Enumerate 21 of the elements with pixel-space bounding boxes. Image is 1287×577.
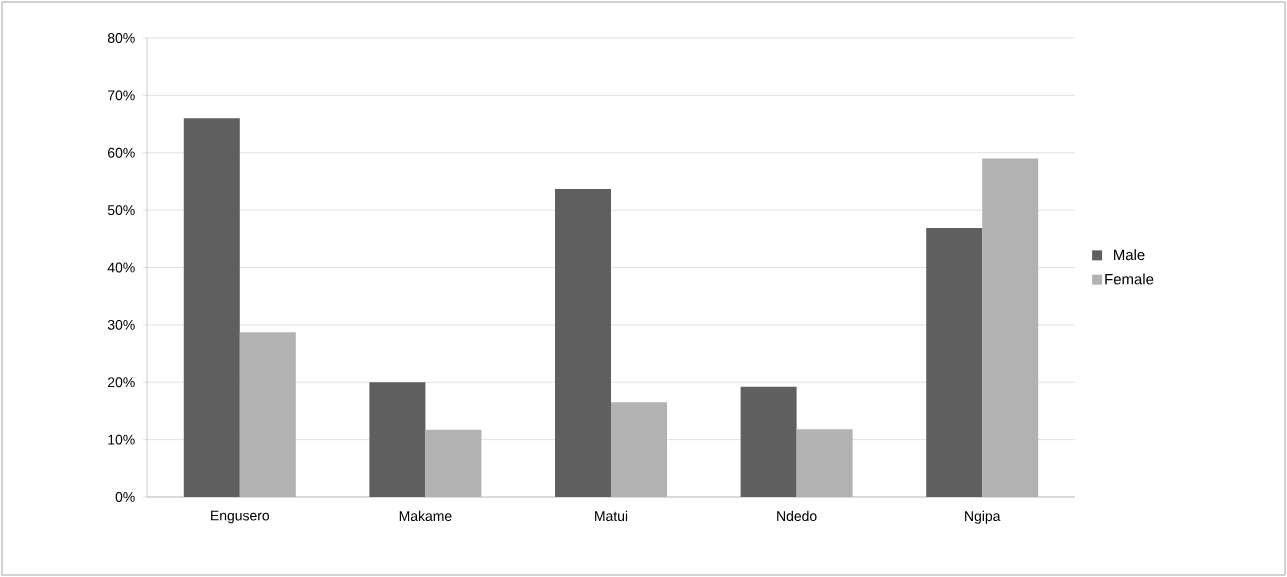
bar [183, 118, 240, 497]
y-tick-label: 80% [107, 33, 135, 43]
x-tick-label: Matui [595, 510, 628, 522]
y-tick-label: 10% [108, 434, 135, 445]
legend-label: Male [1114, 249, 1145, 261]
y-tick-label: 60% [108, 147, 135, 158]
y-tick-label: 40% [107, 262, 135, 273]
y-tick-label: 0% [115, 492, 135, 502]
bar [740, 386, 797, 497]
bar [926, 227, 983, 497]
x-tick-label: Makame [399, 510, 452, 522]
y-tick-label: 30% [107, 319, 135, 330]
x-tick-label: Ngipa [965, 510, 1001, 524]
y-tick-label: 50% [107, 205, 135, 216]
bar [369, 382, 426, 497]
y-tick-label: 20% [108, 377, 135, 388]
y-tick-label: 70% [108, 90, 135, 101]
x-tick-label: Ndedo [777, 510, 817, 522]
bar [555, 188, 611, 497]
legend-label: Female [1105, 273, 1154, 285]
x-tick-label: Engusero [211, 510, 270, 524]
